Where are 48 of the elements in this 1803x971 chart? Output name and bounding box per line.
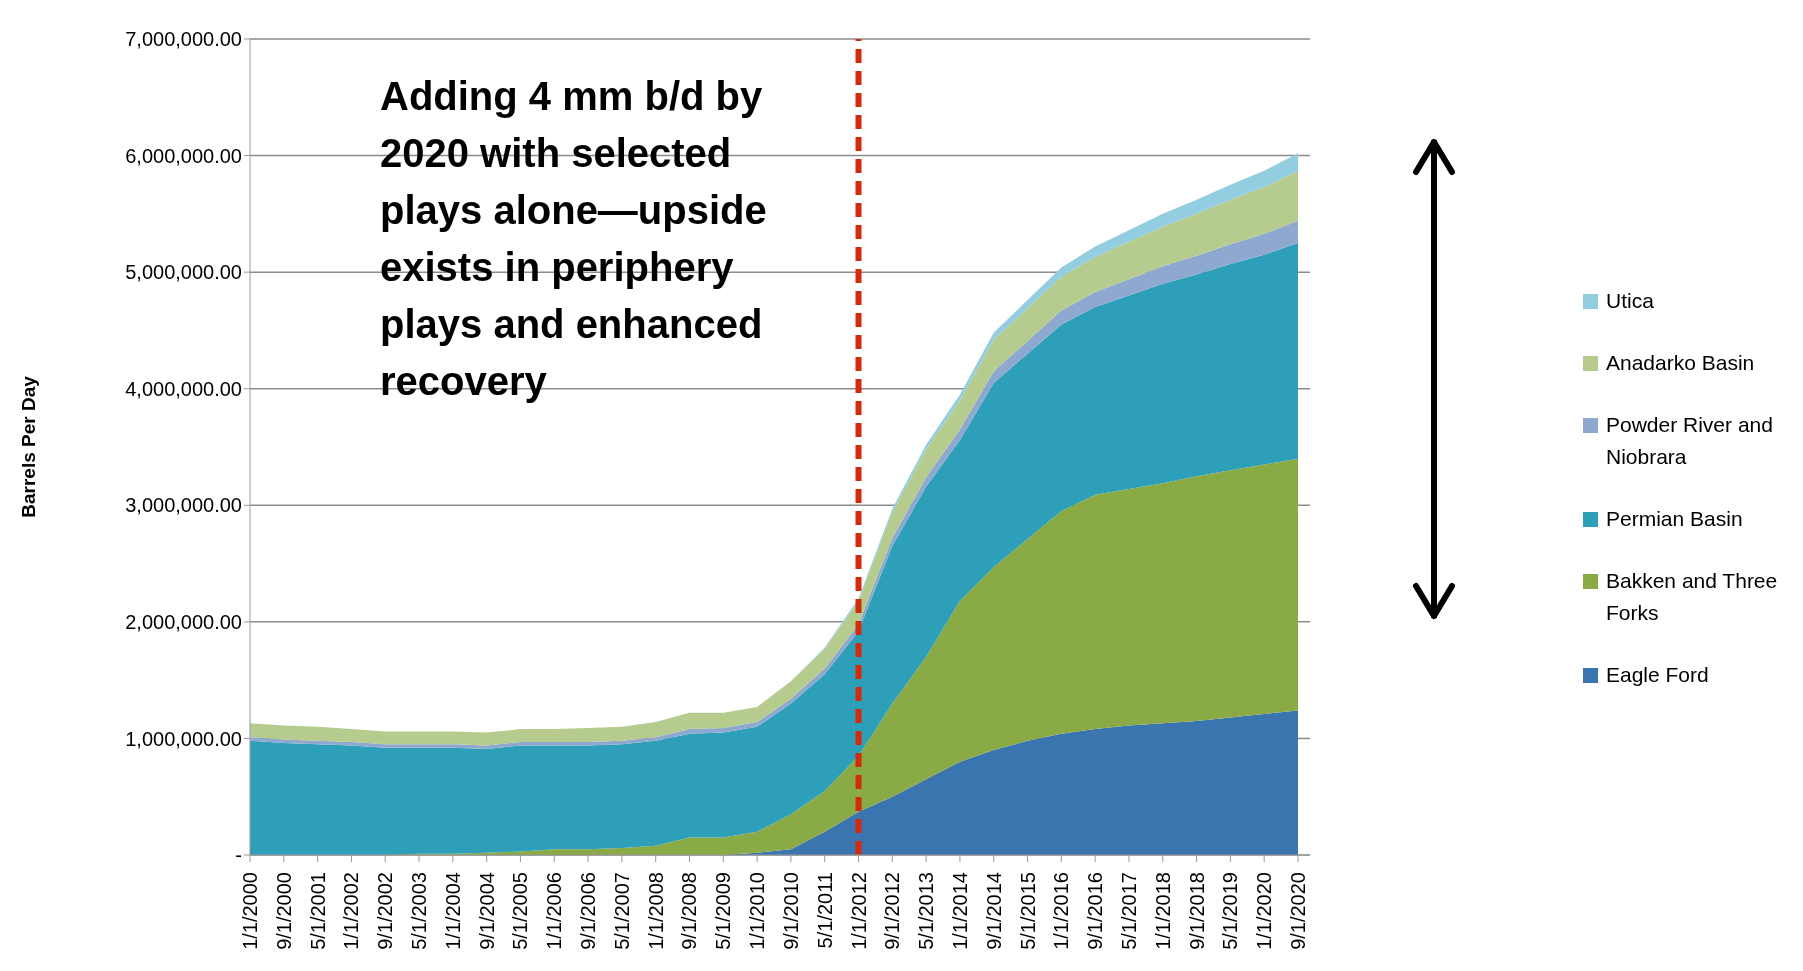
x-tick-label: 1/1/2016 bbox=[1050, 872, 1073, 950]
x-tick-label: 9/1/2006 bbox=[577, 872, 600, 950]
x-tick-label: 9/1/2004 bbox=[475, 872, 498, 950]
x-tick-label: 5/1/2007 bbox=[610, 872, 633, 950]
x-tick-label: 9/1/2012 bbox=[881, 872, 904, 950]
x-tick-label: 5/1/2005 bbox=[509, 872, 532, 950]
x-tick-label: 1/1/2002 bbox=[340, 872, 363, 950]
y-axis-title: Barrels Per Day bbox=[17, 375, 39, 518]
legend-label: Eagle Ford bbox=[1606, 661, 1709, 688]
x-tick-label: 9/1/2016 bbox=[1084, 872, 1107, 950]
x-tick-label: 5/1/2011 bbox=[813, 872, 836, 949]
x-tick-label: 5/1/2017 bbox=[1117, 872, 1140, 950]
x-tick-label: 9/1/2018 bbox=[1185, 872, 1208, 950]
x-tick-label: 1/1/2010 bbox=[746, 872, 769, 950]
legend-label: Anadarko Basin bbox=[1606, 349, 1755, 376]
y-tick-label: 1,000,000.00 bbox=[125, 727, 242, 750]
x-tick-label: 1/1/2020 bbox=[1253, 872, 1276, 950]
x-tick-label: 9/1/2008 bbox=[678, 872, 701, 950]
x-tick-label: 9/1/2020 bbox=[1287, 872, 1309, 950]
x-tick-label: 5/1/2003 bbox=[408, 872, 431, 950]
x-tick-label: 5/1/2013 bbox=[915, 872, 938, 950]
x-tick-label: 9/1/2010 bbox=[779, 872, 802, 950]
x-tick-label: 1/1/2012 bbox=[847, 872, 870, 950]
x-tick-label: 5/1/2015 bbox=[1016, 872, 1039, 950]
x-tick-label: 9/1/2002 bbox=[374, 872, 397, 950]
x-tick-label: 9/1/2000 bbox=[272, 872, 295, 950]
x-tick-label: 5/1/2001 bbox=[306, 872, 329, 950]
y-tick-label: 6,000,000.00 bbox=[125, 144, 242, 167]
x-tick-label: 1/1/2008 bbox=[644, 872, 667, 950]
legend-label: Utica bbox=[1606, 287, 1654, 314]
y-tick-label: 3,000,000.00 bbox=[125, 494, 242, 517]
x-tick-label: 9/1/2014 bbox=[982, 872, 1005, 950]
x-tick-label: 5/1/2009 bbox=[712, 872, 735, 950]
y-tick-label: - bbox=[235, 844, 242, 867]
x-tick-label: 1/1/2014 bbox=[948, 872, 971, 950]
annotation: Adding 4 mm b/d by 2020 with selected plays alone—upside exists in periphery plays and enhanced recovery bbox=[380, 73, 768, 405]
legend-label: Powder River and Niobrara bbox=[1606, 411, 1774, 470]
x-tick-label: 1/1/2000 bbox=[239, 872, 261, 950]
legend-label: Permian Basin bbox=[1606, 505, 1743, 532]
y-tick-label: 2,000,000.00 bbox=[125, 610, 242, 633]
x-tick-label: 1/1/2006 bbox=[543, 872, 566, 950]
legend-label: Bakken and Three Forks bbox=[1606, 567, 1779, 626]
x-tick-label: 1/1/2018 bbox=[1151, 872, 1174, 950]
x-tick-label: 5/1/2019 bbox=[1219, 872, 1242, 950]
x-tick-label: 1/1/2004 bbox=[441, 872, 464, 950]
y-tick-label: 7,000,000.00 bbox=[125, 28, 242, 51]
y-tick-label: 5,000,000.00 bbox=[125, 261, 242, 284]
y-tick-label: 4,000,000.00 bbox=[125, 377, 242, 400]
